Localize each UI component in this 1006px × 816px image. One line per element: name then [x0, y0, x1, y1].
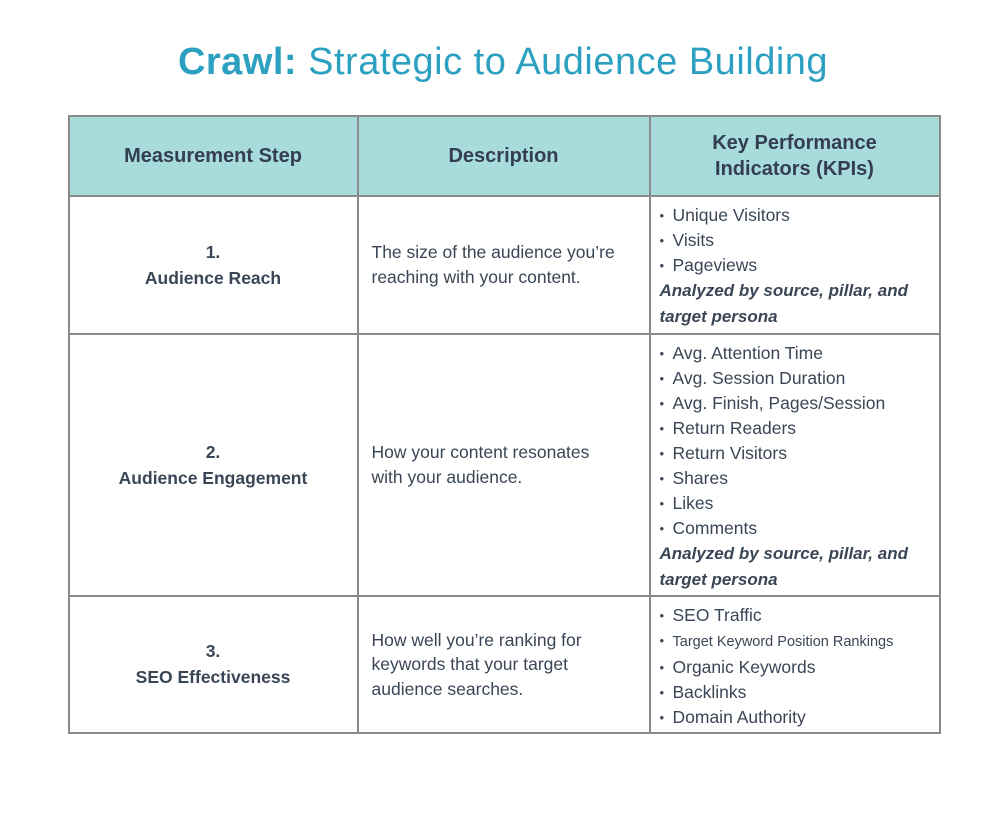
page-title-rest: Strategic to Audience Building: [297, 41, 829, 83]
kpi-item: • Likes: [660, 491, 933, 516]
step-name: Audience Engagement: [118, 467, 308, 488]
kpi-label: Return Readers: [672, 417, 797, 438]
bullet-icon: •: [659, 709, 665, 725]
kpi-label: Shares: [672, 467, 728, 488]
kpi-item: • Visits: [660, 228, 933, 253]
bullet-icon: •: [659, 420, 665, 436]
kpi-item: • Domain Authority: [660, 705, 933, 730]
bullet-icon: •: [659, 207, 665, 223]
table-row: 3. SEO Effectiveness How well you’re ran…: [67, 594, 941, 734]
kpi-label: SEO Traffic: [672, 604, 762, 625]
kpi-table-container: Measurement Step Description Key Perform…: [67, 114, 941, 734]
bullet-icon: •: [659, 395, 665, 411]
column-header-kpis: Key Performance Indicators (KPIs): [648, 114, 941, 197]
page-title: Crawl: Strategic to Audience Building: [0, 41, 1006, 84]
kpi-item: • Avg. Finish, Pages/Session: [660, 391, 933, 416]
kpi-label: Organic Keywords: [672, 656, 816, 677]
bullet-icon: •: [659, 495, 665, 511]
kpi-label: Visits: [672, 229, 715, 250]
kpi-item: • Comments: [660, 516, 933, 541]
kpi-label: Avg. Attention Time: [672, 342, 823, 363]
measurement-step-cell: 1. Audience Reach: [67, 194, 359, 335]
bullet-icon: •: [659, 684, 665, 700]
kpi-item: • Return Readers: [660, 416, 933, 441]
bullet-icon: •: [659, 659, 665, 675]
kpi-cell: • Unique Visitors • Visits • Pageviews Anal…: [648, 194, 941, 335]
kpi-label: Backlinks: [672, 681, 747, 702]
column-header-measurement-step: Measurement Step: [67, 114, 359, 197]
page-title-keyword: Crawl:: [177, 41, 298, 83]
step-name: Audience Reach: [144, 267, 282, 288]
kpi-analysis-note: Analyzed by source, pillar, and target p…: [659, 543, 908, 589]
kpi-label: Comments: [672, 517, 758, 538]
kpi-table: Measurement Step Description Key Perform…: [67, 114, 941, 734]
kpi-label: Likes: [672, 492, 714, 513]
description-cell: The size of the audience you’re reaching…: [356, 194, 651, 335]
kpi-item: • Pageviews: [660, 253, 933, 278]
kpi-item: • Return Visitors: [660, 441, 933, 466]
kpi-item: • Target Keyword Position Rankings: [660, 628, 933, 655]
bullet-icon: •: [659, 520, 665, 536]
kpi-label: Avg. Finish, Pages/Session: [672, 392, 886, 413]
table-row: 2. Audience Engagement How your content …: [67, 332, 941, 597]
measurement-step-cell: 3. SEO Effectiveness: [67, 594, 359, 734]
bullet-icon: •: [659, 232, 665, 248]
kpi-item: • Unique Visitors: [660, 203, 933, 228]
step-name: SEO Effectiveness: [135, 667, 291, 688]
column-header-description: Description: [356, 114, 651, 197]
step-number: 2.: [205, 441, 221, 462]
kpi-label: Target Keyword Position Rankings: [672, 633, 894, 650]
description-text: How well you’re ranking for keywords tha…: [371, 629, 582, 699]
bullet-icon: •: [659, 445, 665, 461]
kpi-item: • Avg. Attention Time: [660, 341, 933, 366]
bullet-icon: •: [659, 470, 665, 486]
kpi-label: Pageviews: [672, 254, 758, 275]
description-cell: How well you’re ranking for keywords tha…: [356, 594, 651, 734]
kpi-label: Unique Visitors: [672, 204, 790, 225]
kpi-cell: • Avg. Attention Time • Avg. Session Durat…: [648, 332, 941, 597]
table-row: 1. Audience Reach The size of the audien…: [67, 194, 941, 335]
step-number: 1.: [205, 241, 221, 262]
kpi-item: • Backlinks: [660, 680, 933, 705]
kpi-cell: • SEO Traffic • Target Keyword Position Ra…: [648, 594, 941, 734]
kpi-item: • Organic Keywords: [660, 655, 933, 680]
step-number: 3.: [205, 641, 221, 662]
bullet-icon: •: [659, 632, 665, 648]
description-text: The size of the audience you’re reaching…: [371, 242, 615, 287]
table-header-row: Measurement Step Description Key Perform…: [67, 114, 941, 197]
bullet-icon: •: [659, 607, 665, 623]
bullet-icon: •: [659, 257, 665, 273]
kpi-label: Domain Authority: [672, 706, 806, 727]
kpi-item: • Avg. Session Duration: [660, 366, 933, 391]
kpi-item: • SEO Traffic: [660, 603, 933, 628]
measurement-step-cell: 2. Audience Engagement: [67, 332, 359, 597]
kpi-label: Return Visitors: [672, 442, 787, 463]
kpi-item: • Shares: [660, 466, 933, 491]
bullet-icon: •: [659, 345, 665, 361]
kpi-label: Avg. Session Duration: [672, 367, 846, 388]
bullet-icon: •: [659, 370, 665, 386]
description-cell: How your content resonates with your aud…: [356, 332, 651, 597]
kpi-analysis-note: Analyzed by source, pillar, and target p…: [659, 280, 908, 326]
description-text: How your content resonates with your aud…: [371, 442, 590, 487]
